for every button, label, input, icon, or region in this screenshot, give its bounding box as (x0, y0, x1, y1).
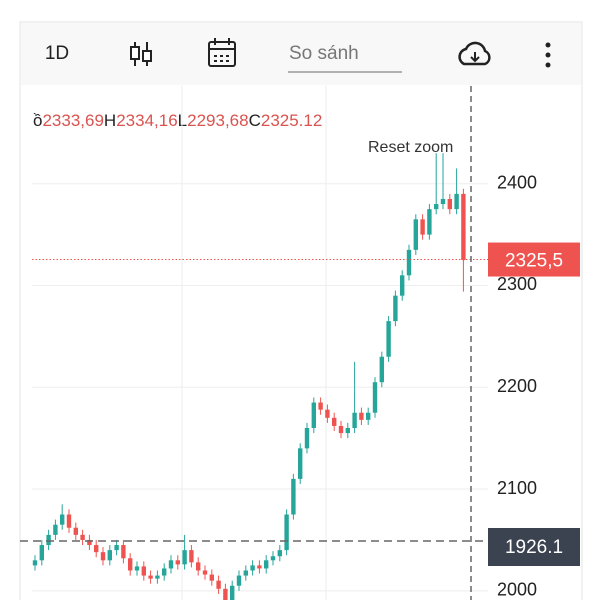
y-tick-label: 2100 (497, 478, 537, 498)
candle-body (386, 321, 391, 357)
candle-body (427, 209, 432, 235)
candle-body (332, 417, 337, 426)
candle-body (223, 588, 228, 600)
candle-body (230, 585, 235, 600)
calendar-icon[interactable] (208, 38, 236, 67)
ohlc-legend: ồ2333,69H2334,16L2293,68C2325.12 (33, 111, 322, 130)
candle-body (311, 402, 316, 428)
c-label: C (249, 111, 261, 130)
candle-body (148, 575, 153, 579)
o-label: ồ (33, 111, 42, 130)
y-tick-label: 2400 (497, 172, 537, 192)
y-tick-label: 2300 (497, 274, 537, 294)
candle-body (440, 198, 446, 205)
candle-body (155, 575, 160, 579)
candle-body (46, 534, 51, 546)
candle-body (209, 574, 214, 581)
download-icon[interactable] (458, 41, 491, 66)
y-tick-label: 2200 (497, 376, 537, 396)
candle-body (250, 565, 255, 571)
h-value: 2334,16 (116, 111, 177, 130)
candle-body (175, 560, 180, 565)
candle-body (66, 514, 72, 528)
candle-body (434, 204, 439, 210)
candle-body (461, 193, 466, 261)
candle-body (352, 412, 357, 428)
candle-body (162, 568, 167, 576)
crosshair-box (488, 528, 580, 566)
candle-body (413, 219, 418, 250)
candle-body (39, 545, 44, 561)
candle-body (291, 478, 296, 515)
candle-body (87, 539, 92, 546)
candle-body (182, 550, 187, 565)
candle-body (284, 514, 289, 551)
candle-body (318, 402, 323, 410)
o-value: 2333,69 (42, 111, 103, 130)
candle-body (338, 425, 344, 434)
candle-body (80, 534, 85, 540)
candle-body (196, 562, 201, 571)
candle-body (202, 570, 208, 575)
candle-body (32, 560, 38, 566)
candle-body (141, 566, 146, 576)
ohlc-legend-text: ồ2333,69H2334,16L2293,68C2325.12 (33, 111, 322, 130)
candle-body (359, 412, 364, 420)
more-menu[interactable] (545, 42, 551, 68)
candle-body (379, 356, 384, 383)
l-value: 2293,68 (187, 111, 248, 130)
candle-body (134, 566, 140, 571)
candle-body (100, 552, 106, 561)
candle-body (107, 550, 112, 561)
candle-body (454, 193, 459, 210)
candle-body (270, 556, 276, 561)
candle-body (114, 545, 119, 551)
candle-body (128, 558, 133, 571)
c-value: 2325.12 (261, 111, 322, 130)
candle-body (236, 575, 242, 586)
candle-body (216, 580, 221, 589)
candle-body (121, 545, 126, 559)
candle-body (264, 560, 269, 569)
candle-body (257, 565, 262, 569)
candle-body (406, 249, 412, 276)
candle-body (393, 295, 398, 322)
candle-body (400, 275, 405, 296)
candle-body (420, 219, 425, 235)
y-tick-label: 2000 (497, 580, 537, 600)
last-price-box (488, 242, 580, 277)
candle-body (366, 412, 371, 420)
candle-body (298, 448, 303, 479)
candle-body (243, 570, 248, 576)
card (19, 21, 583, 605)
last-price-label: 2325,5 (505, 251, 563, 272)
compare-input[interactable]: So sánh (289, 43, 359, 64)
candle-body (325, 409, 330, 418)
candle-body (60, 514, 65, 525)
interval-button[interactable]: 1D (45, 43, 69, 64)
candle-body (168, 560, 174, 569)
candle-body (447, 198, 452, 210)
crosshair-label: 1926.1 (505, 537, 563, 558)
candle-body (304, 427, 310, 449)
candle-body (372, 382, 378, 413)
candle-type-icon[interactable] (130, 42, 152, 66)
candle-body (73, 527, 78, 535)
candle-body (277, 550, 282, 557)
candle-body (189, 550, 194, 563)
h-label: H (104, 111, 116, 130)
reset-zoom[interactable]: Reset zoom (368, 139, 453, 156)
candle-body (94, 545, 99, 553)
candle-body (53, 524, 58, 535)
candle-body (345, 427, 350, 434)
